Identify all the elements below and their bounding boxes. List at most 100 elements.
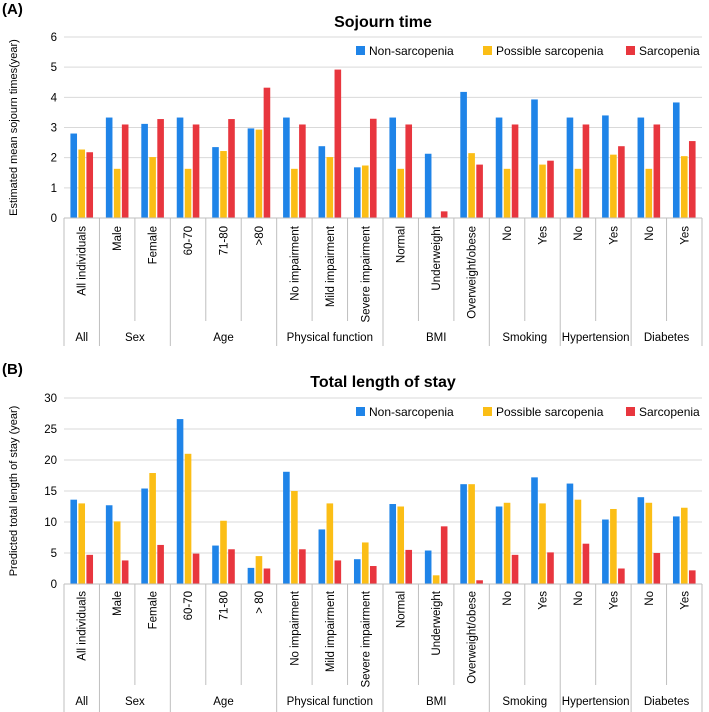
category-label: Severe impairment: [360, 225, 372, 322]
category-label: Yes: [679, 591, 691, 610]
bar: [680, 156, 688, 218]
bar: [192, 124, 200, 218]
bar: [637, 117, 645, 218]
group-label: BMI: [426, 332, 446, 344]
bar: [86, 554, 94, 584]
bar: [397, 168, 405, 218]
category-label: Yes: [538, 591, 550, 610]
bar: [334, 69, 342, 218]
legend-swatch: [626, 407, 635, 416]
category-label: All individuals: [77, 591, 89, 661]
bar: [688, 570, 696, 584]
bar: [468, 153, 475, 218]
bar: [389, 117, 397, 218]
bar: [318, 146, 326, 218]
y-axis-label: Estimated mean sojourn times(year): [8, 39, 20, 216]
bar: [511, 124, 519, 218]
bar: [334, 560, 342, 584]
bar: [326, 503, 334, 584]
group-label: Hypertension: [562, 332, 630, 344]
bar: [531, 99, 538, 218]
bar: [653, 124, 661, 218]
bar: [424, 153, 432, 218]
bar: [361, 165, 369, 218]
bar: [184, 168, 192, 218]
bar: [369, 118, 377, 218]
bar: [78, 149, 86, 218]
chart-panel-a: (A) Sojourn time 0 1 2 3 4 5 6 Estimated mean soj…: [2, 1, 703, 346]
bar: [263, 568, 271, 584]
y-tick-label: 5: [51, 548, 57, 560]
bar: [361, 542, 369, 584]
bar: [176, 117, 184, 218]
bar: [645, 502, 653, 584]
bar: [440, 211, 448, 218]
bar: [121, 124, 129, 218]
bar: [299, 124, 306, 218]
y-tick-label: 25: [44, 424, 57, 436]
y-tick-label: 20: [44, 455, 57, 467]
legend-swatch: [483, 46, 492, 55]
bar: [353, 559, 361, 584]
bar: [503, 168, 511, 218]
legend-label: Non-sarcopenia: [369, 405, 454, 419]
legend-label: Sarcopenia: [639, 44, 700, 58]
bar: [531, 477, 538, 584]
panel-label: (A): [2, 1, 23, 18]
bar: [212, 545, 219, 584]
category-label: No impairment: [289, 590, 301, 666]
bar: [220, 520, 227, 584]
bar: [602, 519, 609, 584]
bar: [440, 526, 448, 584]
bar: [397, 506, 405, 584]
bar: [176, 419, 184, 584]
bar: [672, 102, 680, 218]
group-label: All: [75, 696, 88, 708]
bar: [149, 473, 156, 584]
bar: [645, 168, 653, 218]
y-tick-label: 30: [44, 393, 57, 405]
bar: [228, 549, 235, 584]
bar: [547, 160, 554, 218]
bar: [539, 164, 546, 218]
legend-label: Possible sarcopenia: [496, 405, 604, 419]
bar: [369, 566, 377, 584]
bar: [78, 503, 86, 584]
bar: [326, 157, 334, 218]
chart-title: Sojourn time: [334, 14, 432, 31]
category-label: Yes: [679, 226, 691, 245]
bar: [610, 154, 617, 218]
bar: [255, 556, 263, 584]
bar: [220, 151, 227, 218]
bar: [291, 491, 298, 584]
bar: [121, 560, 129, 584]
bar: [255, 129, 263, 218]
bar: [618, 146, 625, 218]
panel-label: (B): [2, 361, 23, 378]
y-tick-label: 4: [51, 92, 58, 104]
category-label: 60-70: [183, 226, 195, 255]
bar: [353, 167, 361, 218]
bar: [688, 141, 696, 218]
group-label: BMI: [426, 696, 446, 708]
category-label: > 80: [254, 591, 266, 614]
category-label: Male: [112, 591, 124, 616]
legend-swatch: [483, 407, 492, 416]
bar: [70, 133, 78, 218]
y-tick-label: 10: [44, 517, 57, 529]
group-label: Diabetes: [644, 696, 690, 708]
bar: [566, 483, 574, 584]
category-label: Yes: [608, 591, 620, 610]
y-tick-label: 5: [51, 62, 57, 74]
group-label: Physical function: [287, 696, 373, 708]
category-label: Overweight/obese: [467, 591, 479, 684]
category-label: Severe impairment: [360, 590, 372, 687]
bar: [157, 119, 164, 218]
category-label: Mild impairment: [325, 590, 337, 672]
category-label: No: [502, 591, 514, 606]
category-label: Female: [148, 591, 160, 629]
group-label: Age: [213, 696, 233, 708]
legend-swatch: [356, 46, 365, 55]
bar: [86, 152, 94, 218]
category-label: No: [644, 591, 656, 606]
